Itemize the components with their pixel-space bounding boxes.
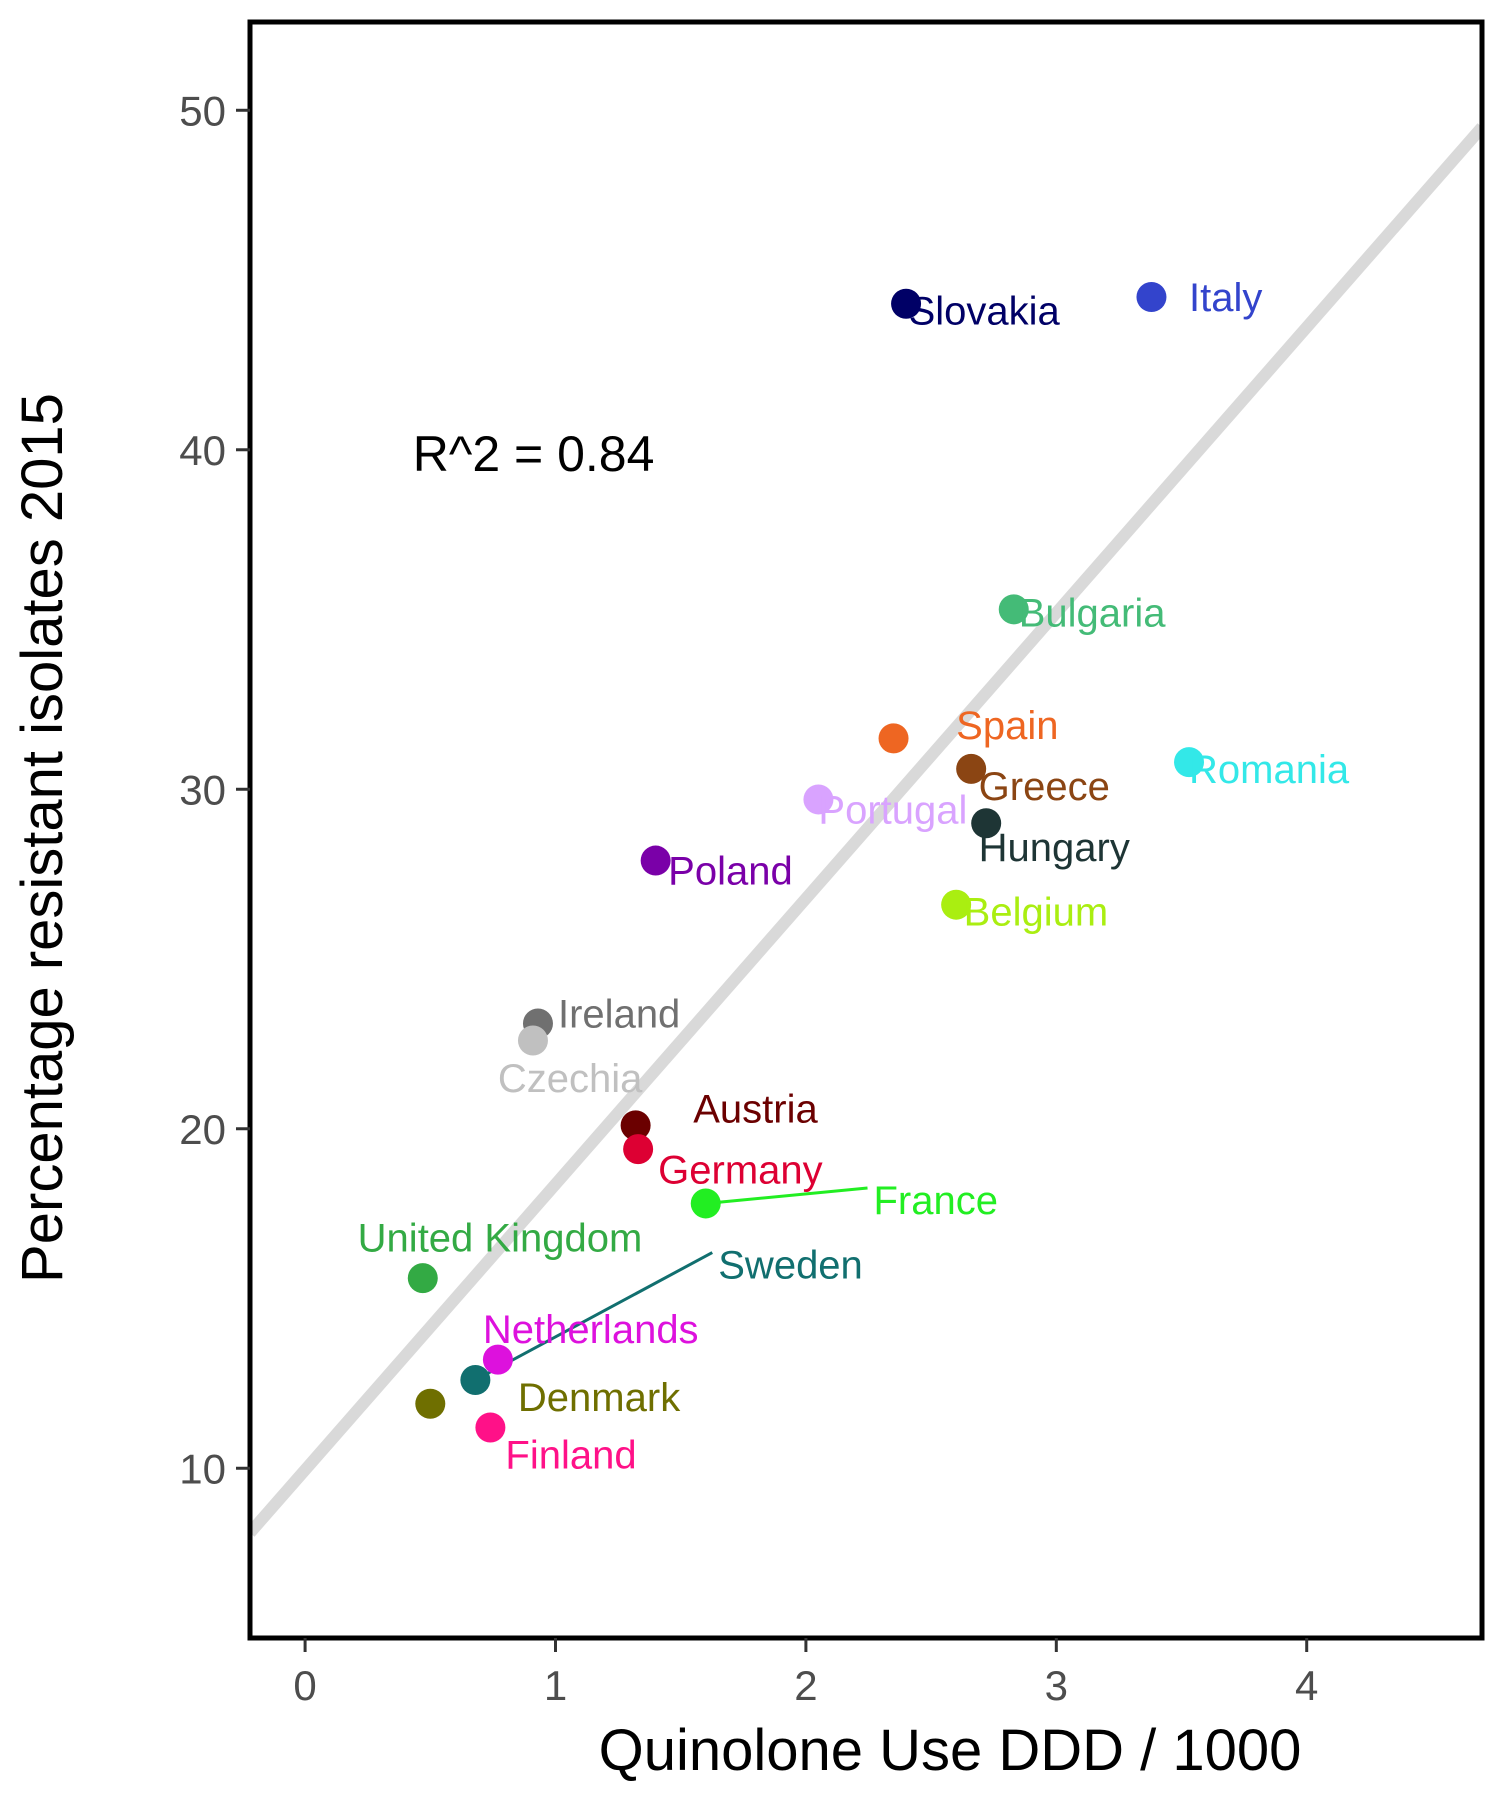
y-tick-label: 20 [179, 1106, 226, 1153]
point-italy [1136, 281, 1167, 312]
label-spain: Spain [956, 704, 1058, 748]
point-bulgaria [998, 594, 1029, 625]
label-united-kingdom: United Kingdom [358, 1216, 643, 1260]
label-ireland: Ireland [558, 992, 680, 1036]
trend-line [250, 123, 1482, 1537]
point-spain [878, 723, 909, 754]
label-belgium: Belgium [964, 890, 1109, 934]
y-tick-label: 40 [179, 427, 226, 474]
label-denmark: Denmark [518, 1376, 681, 1420]
point-netherlands [482, 1344, 513, 1375]
point-france [690, 1188, 721, 1219]
label-czechia: Czechia [498, 1057, 643, 1101]
plot-layer: 0 1 2 3 4 10 20 30 40 50 [179, 19, 1485, 1709]
point-austria [620, 1110, 651, 1141]
point-belgium [941, 889, 972, 920]
label-hungary: Hungary [979, 826, 1130, 870]
point-portugal [803, 784, 834, 815]
x-tick-label: 3 [1045, 1662, 1068, 1709]
label-italy: Italy [1189, 276, 1262, 320]
label-bulgaria: Bulgaria [1019, 592, 1167, 636]
point-greece [956, 753, 987, 784]
point-sweden [460, 1364, 491, 1395]
point-czechia [517, 1025, 548, 1056]
label-finland: Finland [505, 1434, 636, 1478]
r-squared-annotation: R^2 = 0.84 [413, 426, 655, 482]
point-germany [623, 1134, 654, 1165]
y-tick-label: 30 [179, 766, 226, 813]
connector-sweden [474, 1251, 713, 1382]
label-france: France [874, 1179, 999, 1223]
x-tick-label: 2 [794, 1662, 817, 1709]
x-tick-label: 0 [293, 1662, 316, 1709]
label-austria: Austria [693, 1087, 818, 1131]
y-tick-label: 50 [179, 87, 226, 134]
label-romania: Romania [1189, 748, 1350, 792]
label-germany: Germany [658, 1148, 823, 1192]
point-united-kingdom [407, 1263, 438, 1294]
label-sweden: Sweden [718, 1244, 863, 1288]
point-hungary [971, 808, 1002, 839]
point-denmark [415, 1388, 446, 1419]
point-slovakia [891, 288, 922, 319]
label-greece: Greece [979, 765, 1110, 809]
label-layer: Slovakia Italy Bulgaria Spain Greece Romania P… [358, 276, 1350, 1478]
y-axis-title: Percentage resistant isolates 2015 [10, 393, 75, 1283]
panel-border [247, 19, 1485, 1641]
x-tick-label: 4 [1295, 1662, 1318, 1709]
label-portugal: Portugal [818, 789, 967, 833]
label-netherlands: Netherlands [483, 1308, 699, 1352]
y-tick-label: 10 [179, 1445, 226, 1492]
label-slovakia: Slovakia [909, 290, 1061, 334]
point-poland [640, 845, 671, 876]
point-romania [1174, 747, 1205, 778]
x-axis-title: Quinolone Use DDD / 1000 [599, 1718, 1302, 1783]
connector-france [705, 1186, 868, 1205]
x-tick-label: 1 [544, 1662, 567, 1709]
label-poland: Poland [668, 850, 793, 894]
point-finland [475, 1412, 506, 1443]
